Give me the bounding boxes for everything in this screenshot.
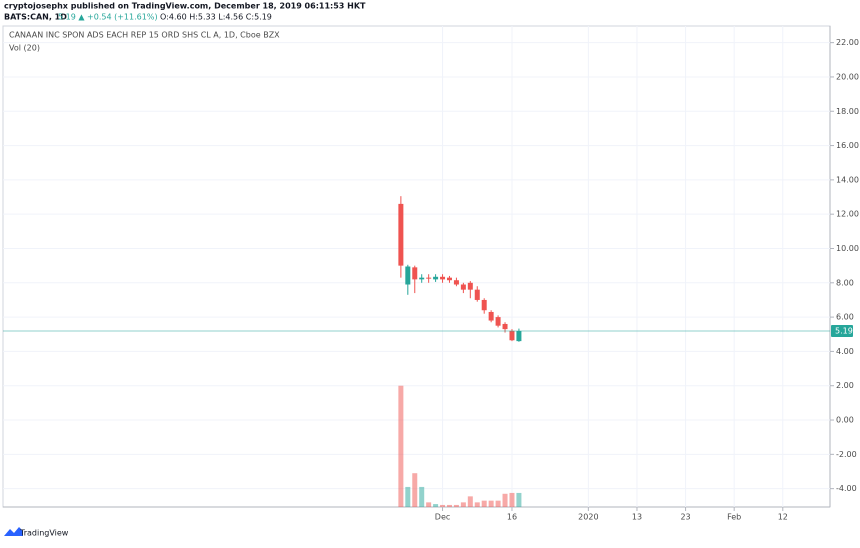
candle-body [516,330,522,342]
x-tick-label: 12 [778,513,788,522]
y-tick-label: -2.00 [836,450,857,459]
volume-bar [460,502,466,507]
candle-body [467,282,473,290]
volume-bar [467,496,473,507]
volume-bar [516,492,522,507]
volume-bar [453,504,459,507]
volume-label: Vol (20) [9,44,40,53]
volume-bar [405,486,411,507]
candle-body [398,203,404,266]
candle-body [412,267,418,280]
tv-logo [4,527,23,536]
y-tick-label: 22.00 [836,38,859,47]
candle-body [474,289,480,300]
chart-title: CANAAN INC SPON ADS EACH REP 15 ORD SHS … [9,31,280,40]
candle-body [433,276,439,280]
y-tick-label: 0.00 [836,416,854,425]
volume-bar [481,500,487,507]
candle-body [426,277,432,279]
volume-bar [440,504,446,507]
volume-bar [426,502,432,507]
last-price-label: 5.19 [835,326,853,335]
candle-body [460,284,466,290]
candle-body [446,277,452,281]
y-tick-label: 14.00 [836,175,859,184]
candle-body [488,311,494,321]
y-tick-label: 8.00 [836,278,854,287]
volume-bar [495,500,501,507]
x-tick-label: 23 [680,513,690,522]
candle-body [481,299,487,311]
candle-body [419,277,425,280]
volume-bar [419,486,425,507]
y-tick-label: 4.00 [836,347,854,356]
x-tick-label: 2020 [578,513,598,522]
volume-bar [446,504,452,507]
plot-frame [2,25,831,508]
publisher: cryptojosephx published on TradingView.c… [4,2,366,11]
candle-body [453,280,459,285]
candle-body [509,330,515,341]
ohlc: O:4.60 H:5.33 L:4.56 C:5.19 [160,13,272,22]
y-tick-label: 10.00 [836,244,859,253]
x-tick-label: 16 [507,513,517,522]
y-tick-label: 12.00 [836,210,859,219]
brand: TradingView [19,529,69,538]
y-tick-label: 20.00 [836,72,859,81]
x-tick-label: 13 [632,513,642,522]
symbol: BATS:CAN, 1D [4,13,67,22]
candle-body [502,323,508,330]
volume-bar [398,385,404,507]
y-tick-label: 6.00 [836,313,854,322]
candle-body [495,317,501,326]
volume-bar [488,500,494,507]
logo-icon [4,527,23,536]
volume-bar [509,492,515,507]
x-tick-label: Feb [727,513,741,522]
x-tick-label: Dec [435,513,450,522]
y-tick-label: 18.00 [836,107,859,116]
y-tick-label: -4.00 [836,484,857,493]
candle-body [440,276,446,280]
change: 5.19 ▲ +0.54 (+11.61%) [58,13,158,22]
y-tick-label: 2.00 [836,381,854,390]
candle-body [405,266,411,285]
volume-bar [502,493,508,507]
volume-bar [474,502,480,507]
volume-bar [412,473,418,507]
volume-bar [433,504,439,507]
last-price-box [831,324,853,337]
y-tick-label: 16.00 [836,141,859,150]
